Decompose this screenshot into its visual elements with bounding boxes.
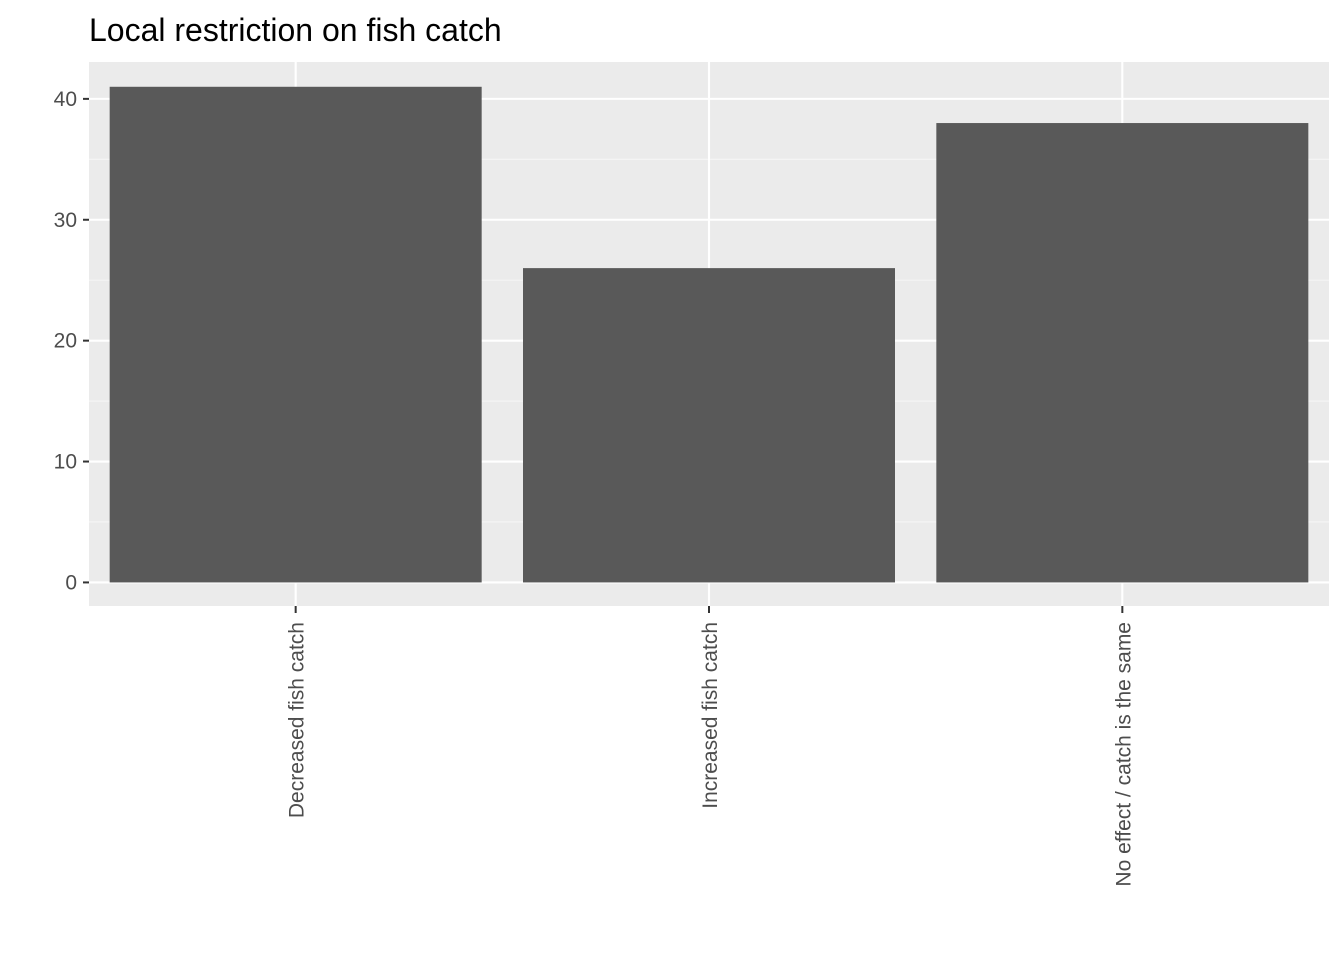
bar — [936, 123, 1309, 583]
y-tick-label: 20 — [54, 330, 77, 353]
bar — [109, 86, 482, 583]
x-tick-label: Decreased fish catch — [286, 622, 309, 818]
x-tick-label: Increased fish catch — [699, 622, 722, 809]
y-tick-label: 30 — [54, 209, 77, 232]
chart-title: Local restriction on fish catch — [89, 12, 502, 48]
x-tick-label: No effect / catch is the same — [1112, 622, 1135, 887]
y-axis: 0 10 20 30 40 — [54, 88, 89, 594]
y-tick-label: 40 — [54, 88, 77, 111]
y-tick-label: 10 — [54, 451, 77, 474]
y-tick-label: 0 — [65, 571, 77, 594]
bars — [109, 86, 1309, 583]
bar — [523, 268, 895, 583]
x-axis: Decreased fish catch Increased fish catch… — [286, 606, 1135, 887]
